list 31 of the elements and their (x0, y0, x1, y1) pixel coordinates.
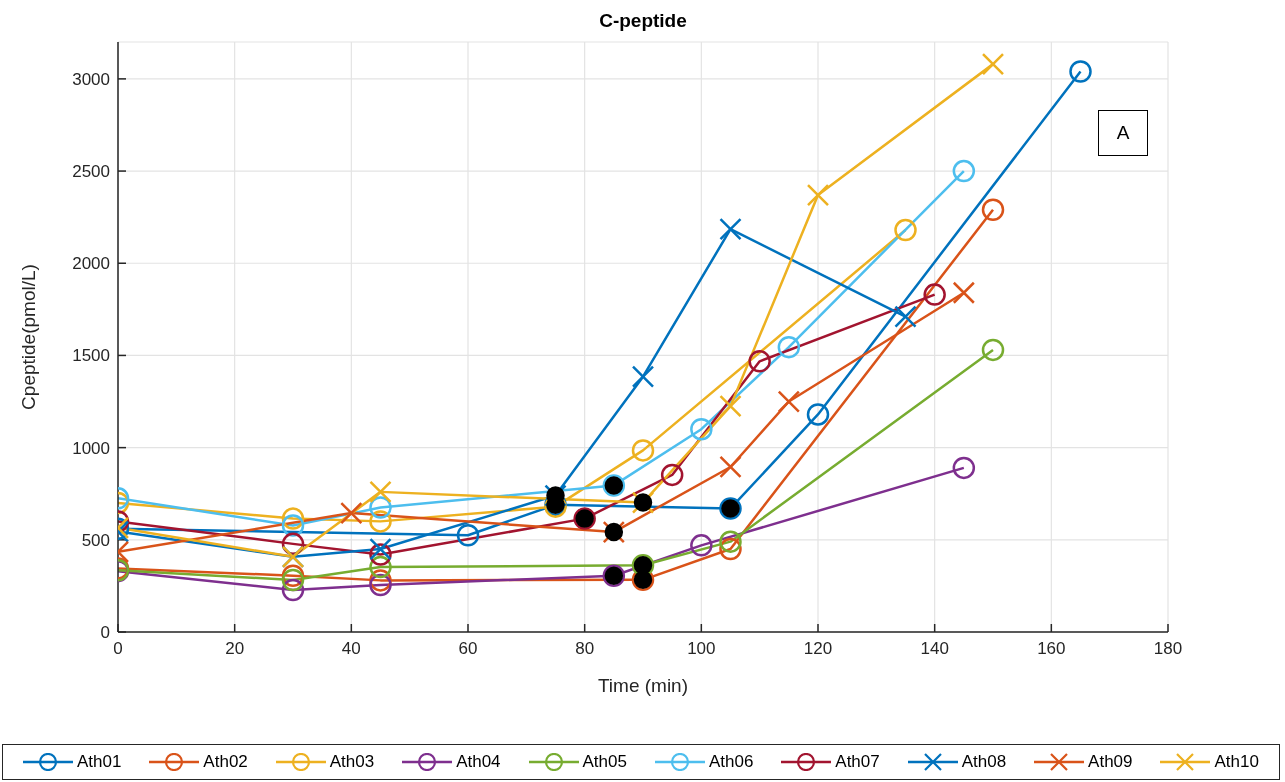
x-tick-label: 160 (1037, 639, 1066, 659)
legend-label: Ath01 (76, 752, 122, 772)
x-tick-label: 80 (575, 639, 595, 659)
legend-label: Ath09 (1088, 752, 1133, 772)
legend-label: Ath08 (961, 752, 1007, 772)
x-axis-title: Time (min) (597, 675, 689, 696)
y-tick-label: 1000 (72, 438, 110, 458)
y-tick-label: 2000 (72, 254, 110, 274)
x-tick-label: 60 (458, 639, 478, 659)
legend-label: Ath10 (1214, 752, 1259, 772)
legend-label: Ath03 (329, 752, 375, 772)
x-tick-label: 100 (687, 639, 716, 659)
y-tick-label: 3000 (72, 69, 110, 89)
legend-label: Ath04 (456, 752, 501, 772)
annotation: A (1098, 110, 1148, 156)
chart-title: C-peptide (598, 10, 688, 32)
y-tick-label: 0 (100, 623, 110, 643)
y-axis-title: Cpeptide(pmol/L) (17, 264, 39, 410)
legend-label: Ath05 (582, 752, 627, 772)
x-tick-label: 0 (113, 639, 123, 659)
x-tick-label: 180 (1153, 639, 1183, 659)
y-tick-label: 500 (81, 530, 110, 550)
x-tick-label: 140 (920, 639, 949, 659)
x-tick-label: 20 (225, 639, 245, 659)
legend-label: Ath02 (203, 752, 248, 772)
legend-label: Ath06 (708, 752, 754, 772)
y-tick-label: 1500 (72, 346, 110, 366)
x-tick-label: 120 (803, 639, 833, 659)
y-tick-label: 2500 (72, 162, 110, 182)
x-tick-label: 40 (341, 639, 361, 659)
legend-label: Ath07 (835, 752, 880, 772)
